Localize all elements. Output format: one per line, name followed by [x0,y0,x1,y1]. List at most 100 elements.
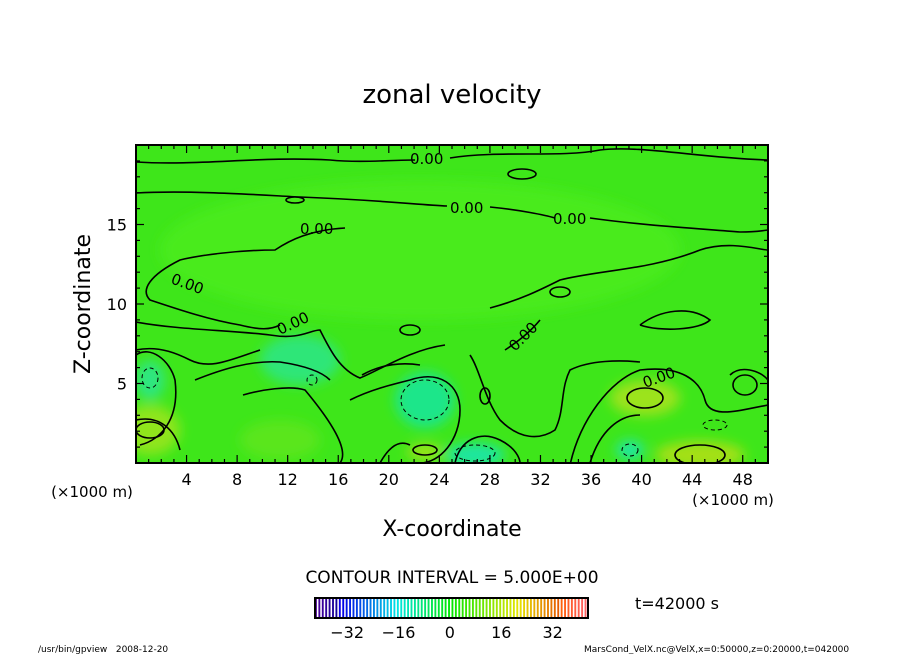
colorbar-swatch [400,598,403,618]
colorbar-swatch [495,598,498,618]
colorbar-swatch [529,598,532,618]
colorbar-swatch [536,598,539,618]
colorbar-swatch [454,598,457,618]
colorbar-swatch [468,598,471,618]
colorbar-swatch [574,598,577,618]
colorbar-swatch [379,598,382,618]
colorbar-swatch [512,598,515,618]
colorbar-swatch [509,598,512,618]
colorbar-swatch [553,598,556,618]
x-tick-label: 12 [278,470,298,489]
colorbar-swatch [417,598,420,618]
contour-lines [136,148,768,463]
chart-title: zonal velocity [362,80,541,110]
colorbar-swatch [448,598,450,618]
colorbar-swatch [390,598,392,618]
x-axis-label: X-coordinate [382,517,521,542]
colorbar-swatch [577,598,580,618]
colorbar-swatch [318,598,321,618]
colorbar-tick-label: 32 [542,623,562,642]
colorbar-frame [314,597,589,619]
colorbar-swatch [383,598,386,618]
colorbar-swatch [540,598,543,618]
footer-left: /usr/bin/gpview 2008-12-20 [38,645,168,654]
x-unit-left: (×1000 m) [51,483,133,501]
colorbar-swatch [533,598,536,618]
plot-area: 0.00 0.00 0.00 0.00 0.00 0.00 0.00 0.00 [136,145,768,463]
negative-contours [141,367,728,462]
colorbar-swatch [321,598,324,618]
colorbar-ticks: −32 −16 0 16 32 [330,623,563,642]
x-tick-label: 16 [328,470,348,489]
y-tick-label: 10 [107,295,127,314]
colorbar-swatch [373,598,375,618]
contour-interval: CONTOUR INTERVAL = 5.000E+00 [305,568,598,588]
colorbar-swatch [362,598,365,618]
colorbar-swatch [461,598,464,618]
colorbar-swatch [516,598,519,618]
colorbar-swatch [437,598,440,618]
colorbar-swatch [581,598,584,618]
y-tick-label: 5 [117,375,127,394]
colorbar-swatch [465,598,468,618]
colorbar-swatch [478,598,481,618]
y-axis-label: Z-coordinate [71,234,96,374]
colorbar-swatch [550,598,553,618]
colorbar-swatch [427,598,430,618]
colorbar-swatch [482,598,485,618]
colorbar-swatch [489,598,491,618]
colorbar-swatch [420,598,423,618]
contour-label: 0.00 [553,210,586,228]
y-axis: 5 10 15 [107,160,768,448]
y-tick-label: 15 [107,216,127,235]
colorbar-swatch [407,598,410,618]
colorbar-swatch [526,598,529,618]
colorbar-swatch [570,598,573,618]
colorbar-swatch [451,598,454,618]
colorbar-swatch [369,598,372,618]
colorbar-swatch [332,598,334,618]
colorbar-swatch [557,598,560,618]
colorbar-swatch [359,598,362,618]
colorbar-swatch [434,598,437,618]
colorbar-swatch [475,598,478,618]
footer-right: MarsCond_VelX.nc@VelX,x=0:50000,z=0:2000… [584,645,849,654]
colorbar-swatch [547,598,549,618]
colorbar-swatch [499,598,502,618]
colorbar-swatch [396,598,399,618]
colorbar-swatch [492,598,495,618]
colorbar-tick-label: 0 [445,623,455,642]
colorbar-tick-label: 16 [491,623,511,642]
colorbar-swatch [506,598,508,618]
colorbar-swatch [560,598,563,618]
colorbar-swatch [328,598,331,618]
contour-label: 0.00 [450,199,483,217]
colorbar-tick-label: −32 [330,623,364,642]
colorbar-swatch [335,598,338,618]
x-unit-right: (×1000 m) [692,491,774,509]
colorbar-swatch [458,598,461,618]
time-label: t=42000 s [635,594,719,613]
x-tick-label: 40 [631,470,651,489]
x-tick-label: 20 [379,470,399,489]
colorbar-swatch [376,598,379,618]
colorbar-swatch [366,598,369,618]
x-axis: 4 8 12 16 20 24 28 32 36 40 44 48 [148,145,756,489]
colorbar-swatch [413,598,416,618]
x-tick-label: 48 [733,470,753,489]
x-tick-label: 24 [429,470,449,489]
colorbar-swatch [403,598,406,618]
colorbar-swatch [584,598,587,618]
contour-label: 0.00 [300,220,333,238]
x-tick-label: 28 [480,470,500,489]
colorbar-tick-label: −16 [382,623,416,642]
colorbar-swatch [352,598,355,618]
colorbar-swatch [444,598,447,618]
colorbar-swatch [564,598,566,618]
colorbar-swatch [325,598,328,618]
colorbar-swatch [424,598,427,618]
x-tick-label: 32 [530,470,550,489]
colorbar-swatch [519,598,522,618]
colorbar-swatch [543,598,546,618]
contour-label: 0.00 [410,150,443,168]
